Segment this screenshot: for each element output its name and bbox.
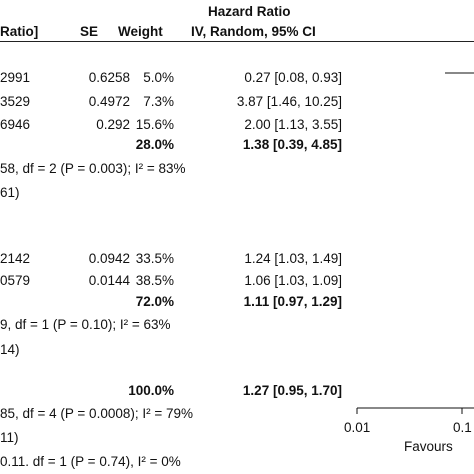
table-row-1-weight: 5.0% (143, 70, 174, 85)
table-row-5-ci: 1.06 [1.03, 1.09] (244, 273, 342, 288)
subtotal-1-weight: 28.0% (135, 137, 174, 152)
column-header-ratio: Ratio] (0, 24, 39, 39)
header-rule (0, 41, 474, 42)
table-row-5-ratio: 0579 (0, 273, 31, 288)
table-row-2-ratio: 3529 (0, 94, 31, 109)
hazard-ratio-title: Hazard Ratio (208, 4, 291, 19)
x-tick-label-0.01: 0.01 (344, 420, 371, 435)
subtotal-2-ci: 1.11 [0.97, 1.29] (243, 294, 342, 309)
table-row-5-weight: 38.5% (135, 273, 174, 288)
x-tick-label-0.1: 0.1 (453, 420, 472, 435)
table-row-3-se: 0.292 (96, 117, 130, 132)
overall-effect-2: 14) (0, 342, 20, 357)
table-row-4-ratio: 2142 (0, 251, 31, 266)
table-row-2-ci: 3.87 [1.46, 10.25] (236, 94, 342, 109)
column-header-se: SE (80, 24, 99, 39)
favours-label: Favours (404, 439, 453, 454)
total-weight: 100.0% (128, 383, 174, 398)
table-row-3-weight: 15.6% (135, 117, 174, 132)
heterogeneity-2: 9, df = 1 (P = 0.10); I² = 63% (0, 317, 171, 332)
table-row-1-ratio: 2991 (0, 70, 31, 85)
total-heterogeneity: 85, df = 4 (P = 0.0008); I² = 79% (0, 406, 194, 421)
table-row-1-se: 0.6258 (88, 70, 130, 85)
subgroup-differences-test: 0.11. df = 1 (P = 0.74), I² = 0% (0, 454, 181, 469)
total-ci: 1.27 [0.95, 1.70] (242, 383, 342, 398)
subtotal-1-ci: 1.38 [0.39, 4.85] (242, 137, 342, 152)
table-row-4-se: 0.0942 (88, 251, 130, 266)
table-row-1-ci: 0.27 [0.08, 0.93] (244, 70, 342, 85)
table-row-2-se: 0.4972 (88, 94, 130, 109)
table-row-4-weight: 33.5% (135, 251, 174, 266)
table-row-3-ratio: 6946 (0, 117, 31, 132)
column-header-weight: Weight (118, 24, 163, 39)
table-row-3-ci: 2.00 [1.13, 3.55] (244, 117, 342, 132)
heterogeneity-1: 58, df = 2 (P = 0.003); I² = 83% (0, 161, 186, 176)
overall-effect-1: 61) (0, 185, 20, 200)
table-row-2-weight: 7.3% (143, 94, 174, 109)
table-row-4-ci: 1.24 [1.03, 1.49] (244, 251, 342, 266)
total-overall-effect: 11) (0, 430, 19, 445)
subtotal-2-weight: 72.0% (135, 294, 174, 309)
column-header-method: IV, Random, 95% CI (191, 24, 316, 39)
table-row-5-se: 0.0144 (88, 273, 130, 288)
